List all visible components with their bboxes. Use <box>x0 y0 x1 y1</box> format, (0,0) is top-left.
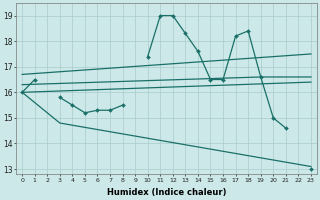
X-axis label: Humidex (Indice chaleur): Humidex (Indice chaleur) <box>107 188 226 197</box>
